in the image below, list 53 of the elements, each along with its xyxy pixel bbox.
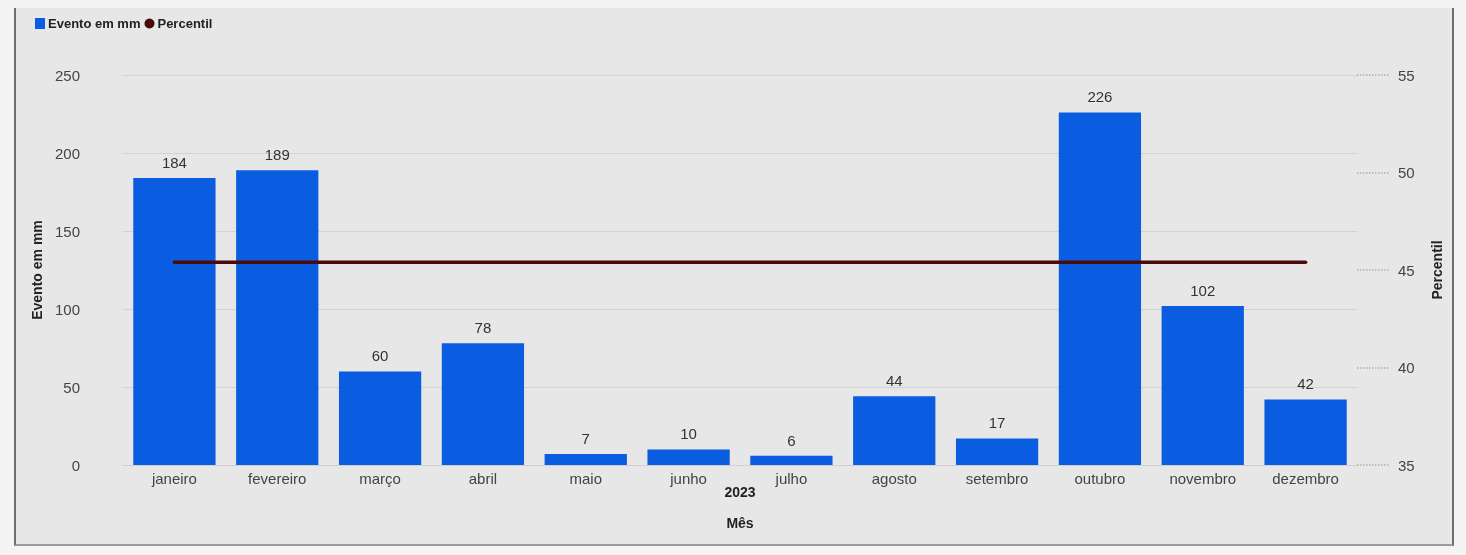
y2-tick-label: 50 bbox=[1398, 164, 1415, 181]
bar bbox=[338, 371, 422, 465]
data-label: 184 bbox=[161, 153, 187, 171]
data-label: 78 bbox=[474, 319, 492, 337]
bar bbox=[955, 438, 1039, 465]
legend-label: Evento em mm bbox=[48, 16, 141, 31]
bar bbox=[236, 170, 319, 465]
bar bbox=[544, 454, 627, 465]
x-tick-label: dezembro bbox=[1272, 470, 1339, 487]
y-tick-label: 200 bbox=[54, 144, 80, 162]
text: 2023 bbox=[724, 484, 756, 500]
bar bbox=[441, 343, 525, 465]
data-label: 60 bbox=[371, 347, 389, 365]
x-tick-label: fevereiro bbox=[248, 470, 307, 487]
bar bbox=[647, 449, 730, 465]
bar bbox=[1161, 305, 1244, 465]
data-label: 44 bbox=[885, 372, 903, 390]
data-label: 226 bbox=[1087, 88, 1113, 106]
data-label: 7 bbox=[581, 430, 590, 448]
data-label: 17 bbox=[988, 414, 1006, 432]
y2-axis-title: Percentil bbox=[1429, 240, 1445, 300]
x-tick-label: julho bbox=[774, 470, 808, 487]
y-tick-label: 50 bbox=[63, 378, 80, 396]
x-tick-label: janeiro bbox=[150, 470, 197, 487]
x-tick-label: novembro bbox=[1169, 470, 1237, 487]
legend-label: Percentil bbox=[157, 16, 213, 31]
y-tick-label: 0 bbox=[71, 456, 80, 474]
data-label: 189 bbox=[264, 146, 290, 164]
x-tick-label: outubro bbox=[1074, 470, 1126, 487]
data-label: 6 bbox=[787, 431, 796, 449]
data-label: 102 bbox=[1190, 281, 1216, 299]
y-tick-label: 150 bbox=[54, 222, 80, 240]
x-axis-title: Mês bbox=[726, 515, 754, 531]
y2-tick-label: 45 bbox=[1398, 261, 1415, 279]
bar bbox=[750, 455, 833, 465]
bar bbox=[1264, 399, 1347, 465]
x-tick-label: maio bbox=[569, 470, 603, 487]
y-axis-title: Evento em mm bbox=[29, 220, 46, 320]
y2-tick-label: 55 bbox=[1398, 66, 1415, 84]
bar bbox=[1058, 112, 1142, 465]
y-tick-label: 250 bbox=[54, 66, 80, 84]
x-tick-label: abril bbox=[468, 470, 498, 487]
y-tick-label: 100 bbox=[54, 300, 80, 318]
bar bbox=[133, 177, 216, 465]
data-label: 42 bbox=[1297, 375, 1314, 393]
data-label: 10 bbox=[680, 425, 697, 443]
y2-tick-label: 35 bbox=[1398, 456, 1415, 474]
bar bbox=[853, 396, 936, 465]
x-tick-label: março bbox=[359, 470, 401, 487]
x-tick-label: setembro bbox=[965, 470, 1029, 487]
x-tick-label: agosto bbox=[871, 470, 917, 487]
y2-tick-label: 40 bbox=[1398, 359, 1415, 376]
x-tick-label: junho bbox=[669, 470, 707, 487]
